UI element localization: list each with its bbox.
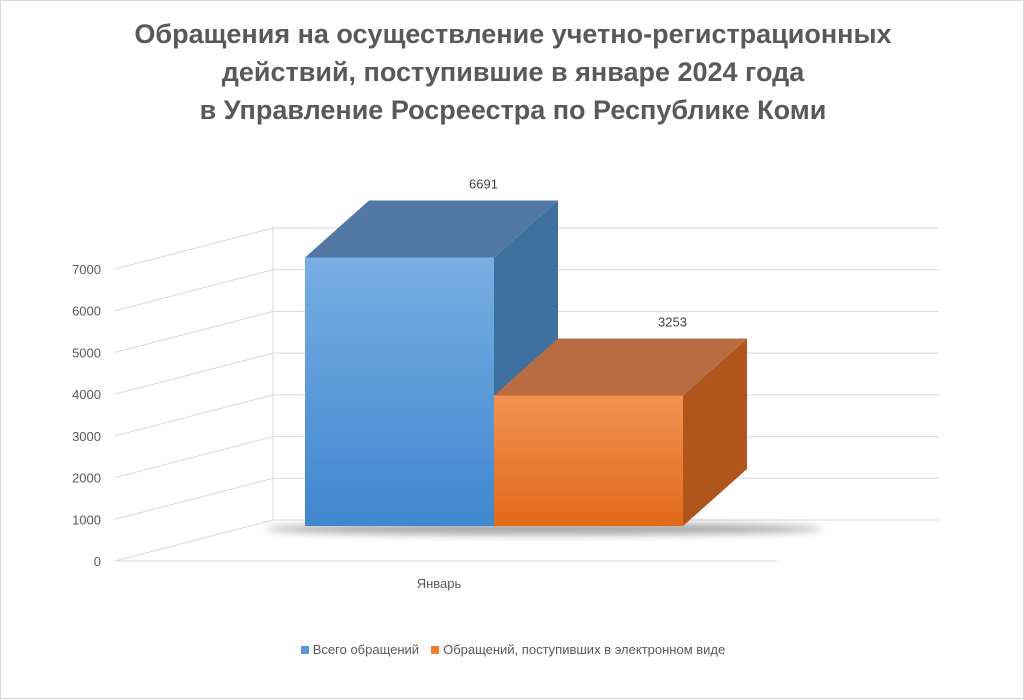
chart-title: Обращения на осуществление учетно-регист… — [1, 15, 1024, 129]
y-tick-label: 5000 — [72, 345, 101, 360]
y-tick-label: 7000 — [72, 262, 101, 277]
x-tick-label: Январь — [417, 576, 462, 591]
bar-top — [494, 338, 747, 396]
legend-label-electronic: Обращений, поступивших в электронном вид… — [443, 642, 726, 657]
y-tick-label: 6000 — [72, 304, 101, 319]
y-tick-label: 0 — [94, 554, 101, 569]
chart-legend: Всего обращений Обращений, поступивших в… — [1, 642, 1024, 657]
data-label: 3253 — [658, 314, 687, 329]
legend-swatch-electronic — [431, 645, 440, 654]
bar-top — [305, 200, 558, 258]
y-tick-label: 2000 — [72, 471, 101, 486]
data-label: 6691 — [469, 176, 498, 191]
bar-side — [683, 338, 747, 526]
legend-label-total: Всего обращений — [312, 642, 420, 657]
legend-item-total: Всего обращений — [300, 642, 420, 657]
legend-item-electronic: Обращений, поступивших в электронном вид… — [431, 642, 725, 657]
y-tick-label: 1000 — [72, 512, 101, 527]
chart-title-line-1: Обращения на осуществление учетно-регист… — [134, 19, 892, 49]
y-tick-label: 4000 — [72, 387, 101, 402]
legend-swatch-total — [300, 645, 309, 654]
bar — [305, 257, 494, 526]
bar — [494, 395, 683, 526]
chart-title-line-3: в Управление Росреестра по Республике Ко… — [199, 95, 827, 125]
chart-title-line-2: действий, поступившие в январе 2024 года — [221, 57, 805, 87]
y-tick-label: 3000 — [72, 429, 101, 444]
